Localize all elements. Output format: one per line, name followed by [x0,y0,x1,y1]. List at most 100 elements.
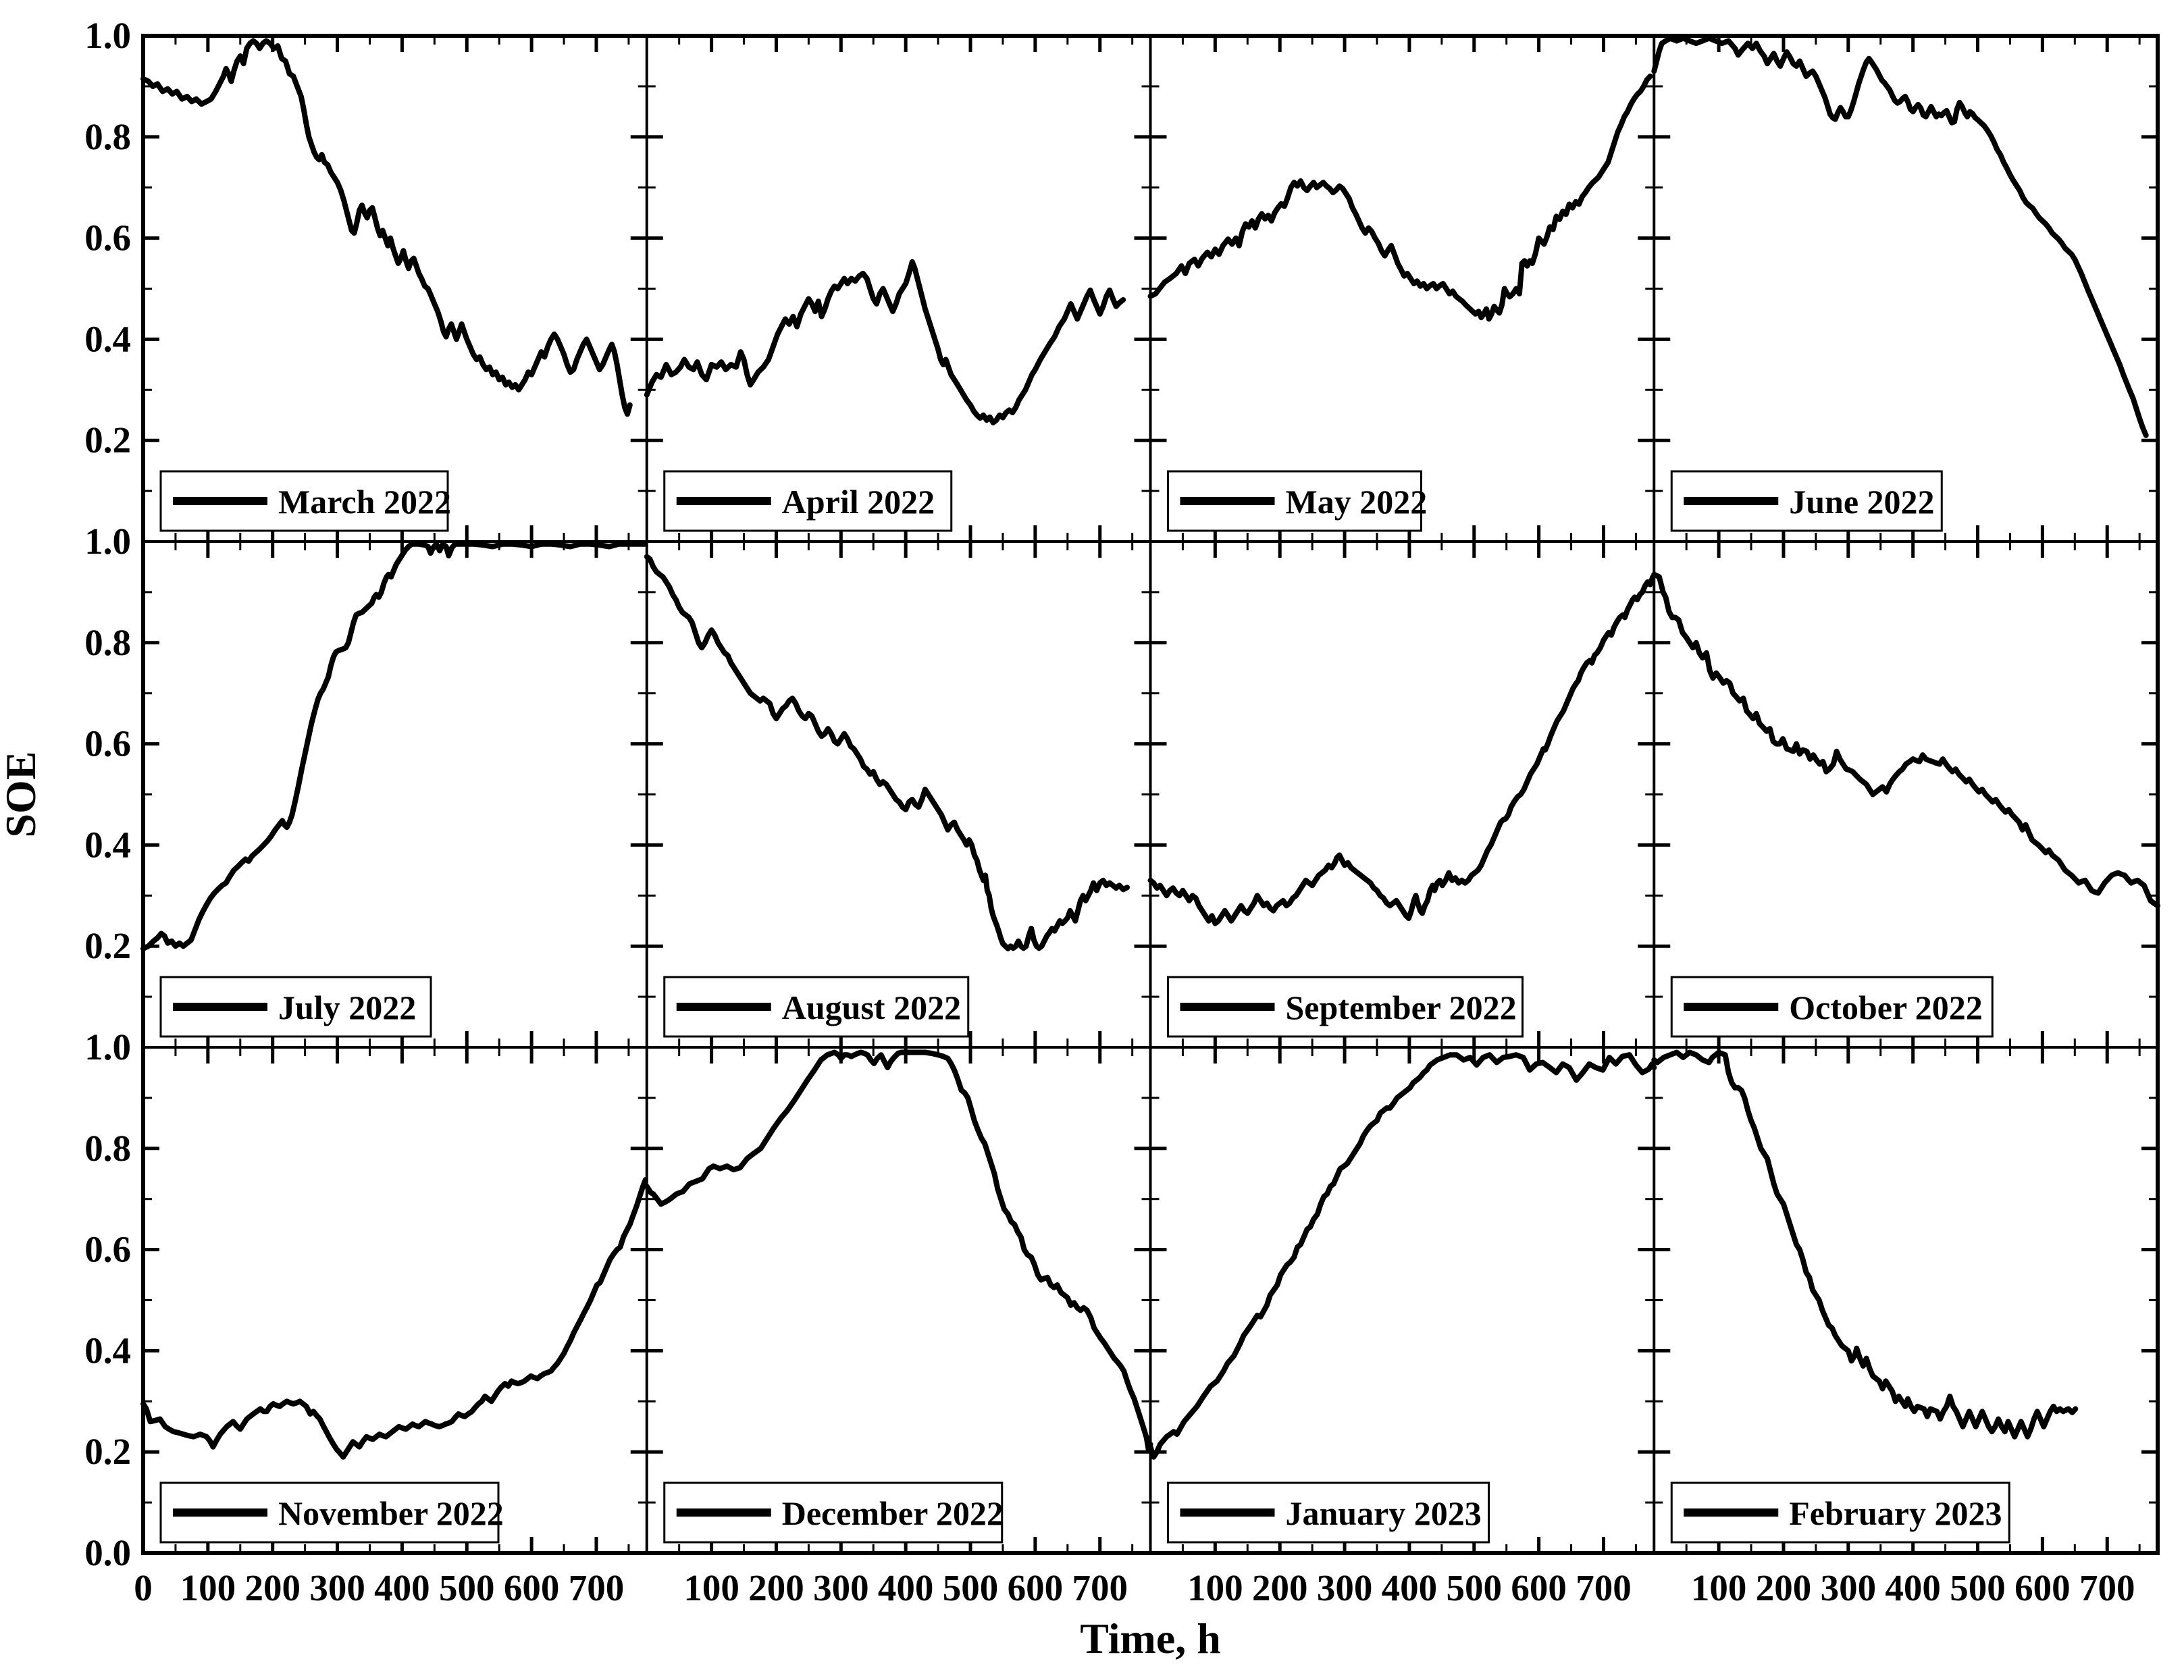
x-tick-label: 400 [1382,1567,1438,1608]
x-tick-label: 500 [943,1567,999,1608]
panel-september-2022: September 2022 [1147,542,1656,1047]
x-tick-label: 300 [1821,1567,1877,1608]
y-tick-label: 0.8 [84,116,131,157]
tick-marks [646,542,1151,1047]
soe-line [1147,1052,1657,1460]
x-tick-label: 200 [244,1567,301,1608]
x-tick-label: 700 [2079,1567,2135,1608]
legend: August 2022 [663,976,970,1038]
soe-line [1147,574,1656,926]
soe-line [644,259,1126,425]
x-tick-label: 200 [1756,1567,1812,1608]
x-tick-label: 100 [683,1567,739,1608]
legend-label: July 2022 [278,989,416,1026]
x-tick-label: 300 [813,1567,869,1608]
panel-march-2022: March 2022 0.2 0.4 0.6 0.8 1.0 [84,15,647,542]
legend: January 2023 [1167,1481,1490,1544]
soe-line [1651,571,2160,909]
x-tick-label: 200 [748,1567,804,1608]
x-tick-label: 100 [180,1567,236,1608]
x-tick-label: 200 [1252,1567,1308,1608]
tick-marks [1150,542,1655,1047]
legend-label: November 2022 [278,1494,504,1532]
y-tick-label: 0.8 [84,622,131,663]
legend: May 2022 [1167,470,1428,532]
panel-october-2022: October 2022 [1651,542,2160,1047]
y-tick-label: 0.2 [84,925,131,966]
x-tick-label: 600 [504,1567,560,1608]
panel-november-2022: November 2022 0.0 0.2 0.4 0.6 0.8 1.0 0 100 200 30… [84,1026,648,1608]
legend: April 2022 [663,470,953,532]
legend-label: October 2022 [1789,989,1983,1026]
legend-label: April 2022 [782,483,935,521]
legend: July 2022 [159,976,432,1038]
y-axis-title: SOE [0,751,45,837]
soe-line [1651,1049,2079,1440]
y-tick-label: 0.6 [84,1229,131,1270]
y-tick-label: 1.0 [84,1026,131,1068]
y-tick-label: 1.0 [84,521,131,562]
panel-february-2023: February 2023 100 200 300 400 500 600 700 [1651,1047,2158,1608]
legend-label: December 2022 [782,1494,1004,1532]
legend-label: March 2022 [278,483,451,521]
panel-may-2022: May 2022 [1147,36,1655,542]
legend: March 2022 [159,470,451,532]
x-tick-label: 700 [569,1567,625,1608]
y-tick-label: 0.8 [84,1128,131,1169]
y-tick-label: 0.4 [84,824,131,865]
soe-line [644,1049,1153,1452]
soe-line [1147,73,1653,322]
soe-line [140,38,633,417]
tick-marks [1150,1047,1655,1553]
legend: June 2022 [1670,470,1943,532]
x-axis-title: Time, h [1080,1615,1221,1662]
legend-label: June 2022 [1789,483,1934,521]
panel-april-2022: April 2022 [644,36,1151,542]
x-tick-label: 700 [1072,1567,1128,1608]
y-tick-label: 1.0 [84,15,131,56]
legend-label: August 2022 [782,989,961,1026]
legend-label: January 2023 [1286,1494,1482,1532]
x-tick-label: 700 [1576,1567,1632,1608]
x-tick-label: 600 [1008,1567,1064,1608]
legend: February 2023 [1670,1481,2010,1544]
x-tick-label: 100 [1187,1567,1243,1608]
soe-line [644,554,1130,951]
legend: October 2022 [1670,976,1994,1038]
legend-label: February 2023 [1789,1494,2002,1532]
legend: November 2022 [159,1481,504,1544]
panel-borders [141,34,2160,1555]
y-tick-label: 0.2 [84,1431,131,1472]
x-tick-label: 300 [309,1567,365,1608]
x-tick-label: 500 [1447,1567,1503,1608]
legend-label: May 2022 [1286,483,1428,521]
panel-january-2023: January 2023 100 200 300 400 500 600 700 [1147,1047,1657,1608]
panel-december-2022: December 2022 100 200 300 400 500 600 700 [644,1047,1153,1608]
x-tick-label: 400 [1885,1567,1941,1608]
x-tick-label: 300 [1317,1567,1373,1608]
x-tick-label: 400 [374,1567,430,1608]
x-tick-label: 400 [878,1567,934,1608]
tick-marks [1654,542,2158,1047]
panel-july-2022: July 2022 0.2 0.4 0.6 0.8 1.0 [84,521,648,1047]
panel-august-2022: August 2022 [644,542,1151,1047]
soe-line [140,1177,648,1460]
legend: December 2022 [663,1481,1004,1544]
tick-marks [143,36,647,542]
x-tick-label: 500 [1950,1567,2006,1608]
y-tick-label: 0.4 [84,1330,131,1371]
panel-june-2022: June 2022 [1651,35,2158,542]
y-tick-label: 0.2 [84,419,131,461]
soe-line [140,541,648,951]
legend-box [1670,1481,2010,1544]
tick-marks [646,36,1151,542]
x-tick-label: 0 [134,1567,153,1608]
legend-label: September 2022 [1286,989,1517,1026]
y-tick-label: 0.6 [84,723,131,764]
y-tick-label: 0.0 [84,1532,131,1573]
y-tick-label: 0.4 [84,318,131,359]
